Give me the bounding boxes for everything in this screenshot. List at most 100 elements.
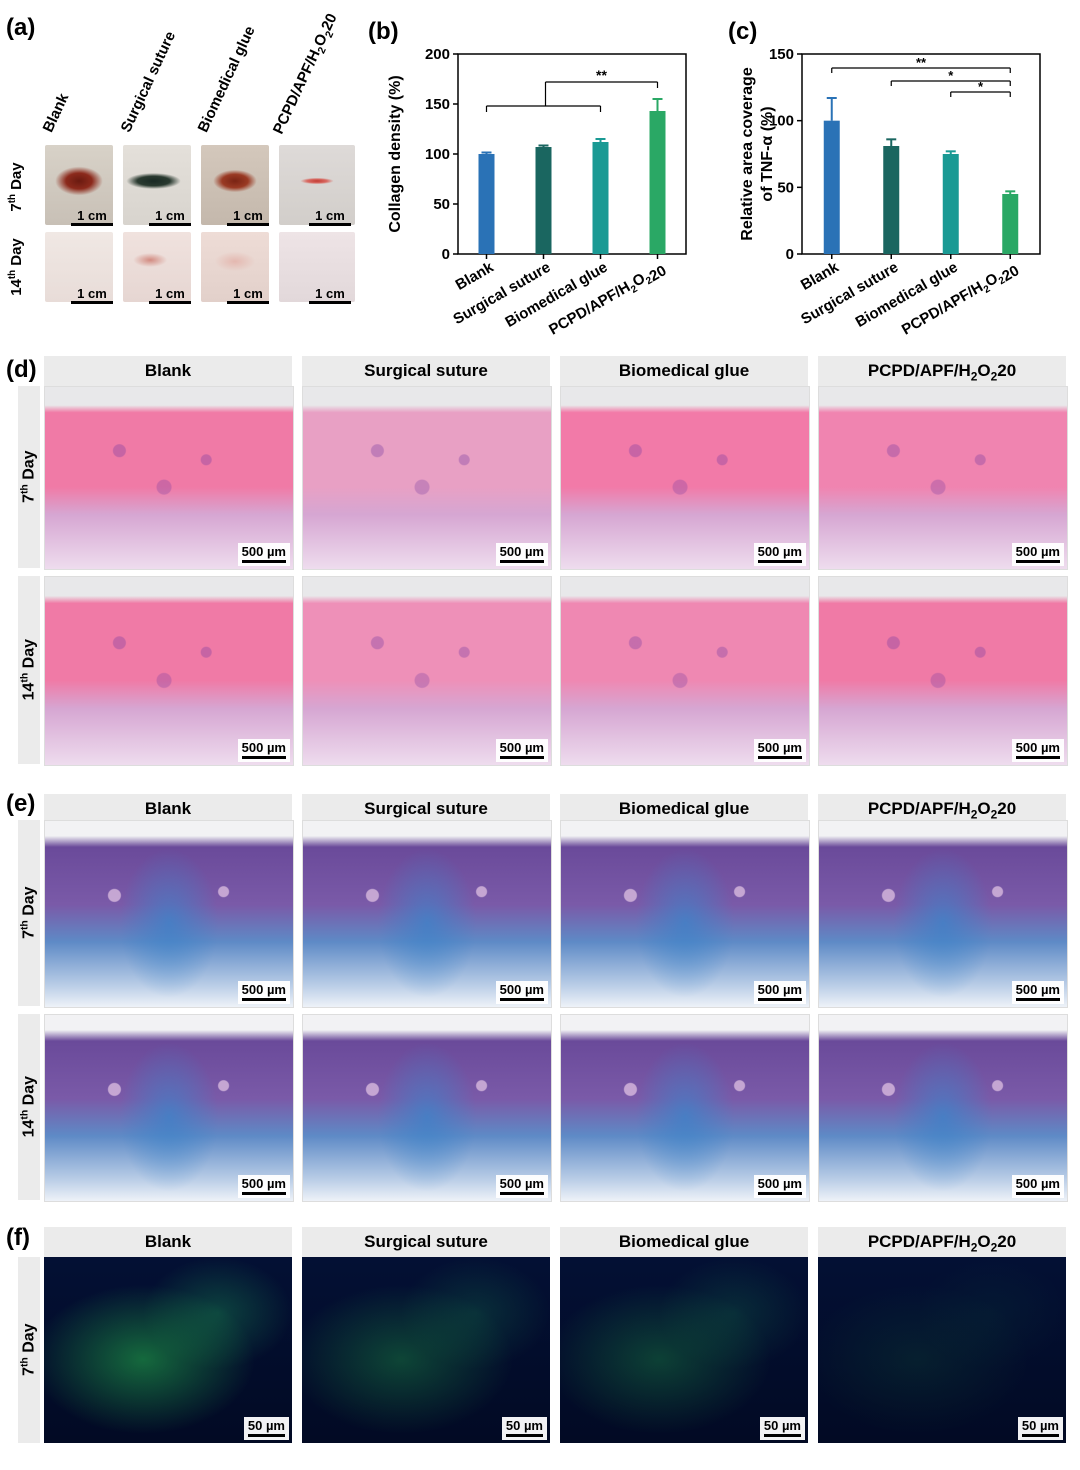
- bar: [478, 154, 495, 254]
- significance-label: *: [948, 68, 954, 83]
- scale-text: 1 cm: [315, 208, 345, 223]
- histology-image: 500 µm: [44, 576, 294, 766]
- group-header: PCPD/APF/H2O220: [818, 794, 1066, 824]
- scale-bar: 50 µm: [243, 1417, 289, 1440]
- scale-text: 500 µm: [757, 982, 802, 997]
- scale-text: 1 cm: [233, 286, 263, 301]
- scale-bar: 500 µm: [1011, 739, 1064, 762]
- scale-bar: 1 cm: [308, 286, 352, 304]
- histology-image: 500 µm: [44, 1014, 294, 1202]
- wound-photo: [279, 232, 355, 302]
- bar: [649, 111, 666, 254]
- group-header: Blank: [44, 356, 292, 386]
- scale-bar: 500 µm: [237, 1175, 290, 1198]
- scale-text: 500 µm: [1015, 1176, 1060, 1191]
- fluorescence-image: 50 µm: [560, 1257, 808, 1443]
- fluorescence-image: 50 µm: [302, 1257, 550, 1443]
- day-label: 14th Day: [19, 638, 38, 701]
- day-sidebar: [18, 1257, 40, 1443]
- scale-text: 1 cm: [315, 286, 345, 301]
- y-axis-label: Relative area coverage of TNF-α (%): [739, 67, 776, 241]
- bar: [823, 120, 840, 255]
- group-header: Surgical suture: [302, 1227, 550, 1257]
- scale-text: 1 cm: [155, 286, 185, 301]
- y-axis-label: Collagen density (%): [387, 75, 404, 232]
- group-header: Biomedical glue: [560, 794, 808, 824]
- chart-c: 0 50 100 150 Relative area coverage of TNF-α …: [739, 46, 1041, 340]
- significance-label: *: [978, 79, 984, 94]
- scale-text: 500 µm: [241, 544, 286, 559]
- scale-bar: 500 µm: [753, 739, 806, 762]
- scale-bar: 500 µm: [495, 981, 548, 1004]
- day-sidebar: [18, 820, 40, 1006]
- significance-label: **: [596, 67, 607, 83]
- bar: [1002, 194, 1019, 254]
- bar: [592, 142, 609, 254]
- histology-image: 500 µm: [302, 576, 552, 766]
- panel-a-group-label: Biomedical glue: [194, 23, 259, 136]
- significance-label: **: [916, 55, 927, 70]
- scale-bar: 500 µm: [237, 981, 290, 1004]
- histology-image: 500 µm: [818, 386, 1068, 570]
- group-header: Biomedical glue: [560, 356, 808, 386]
- day-label: 7th Day: [19, 886, 38, 939]
- x-tick-label: Surgical suture: [450, 259, 553, 328]
- scale-text: 500 µm: [499, 740, 544, 755]
- day-sidebar: [18, 1014, 40, 1200]
- scale-bar: 500 µm: [1011, 981, 1064, 1004]
- scale-text: 50 µm: [763, 1418, 801, 1433]
- histology-image: 500 µm: [302, 386, 552, 570]
- scale-text: 500 µm: [241, 740, 286, 755]
- scale-bar: 1 cm: [308, 208, 352, 226]
- wound-photo: [201, 145, 269, 225]
- y-tick-label: 200: [425, 46, 450, 63]
- scale-bar: 50 µm: [501, 1417, 547, 1440]
- panel-a-group-label: PCPD/APF/H2O220: [269, 10, 341, 137]
- scale-text: 50 µm: [1021, 1418, 1059, 1433]
- scale-bar: 500 µm: [753, 981, 806, 1004]
- day-label: 7th Day: [19, 450, 38, 503]
- scale-bar: 1 cm: [148, 208, 192, 226]
- y-tick-label: 0: [786, 246, 794, 263]
- scale-text: 1 cm: [233, 208, 263, 223]
- group-header: Surgical suture: [302, 794, 550, 824]
- wound-photo: [123, 232, 191, 302]
- scale-bar: 500 µm: [1011, 1175, 1064, 1198]
- x-tick-label: Blank: [798, 258, 842, 293]
- scale-bar: 500 µm: [495, 1175, 548, 1198]
- day-sidebar: [18, 576, 40, 764]
- day-label-14th: 14th Day: [7, 238, 25, 296]
- wound-photo: [123, 145, 191, 225]
- panel-a-group-label: Surgical suture: [117, 28, 180, 135]
- panel-label-b: (b): [368, 18, 399, 45]
- group-header: PCPD/APF/H2O220: [818, 1227, 1066, 1257]
- panel-label-c: (c): [728, 18, 758, 45]
- wound-photo: [45, 232, 113, 302]
- scale-text: 50 µm: [505, 1418, 543, 1433]
- panel-label-e: (e): [6, 790, 36, 817]
- scale-text: 500 µm: [757, 740, 802, 755]
- group-header: Biomedical glue: [560, 1227, 808, 1257]
- x-tick-label: PCPD/APF/H2O220: [899, 259, 1022, 340]
- scale-bar: 1 cm: [70, 208, 114, 226]
- y-tick-label: 0: [442, 246, 450, 263]
- scale-bar: 500 µm: [237, 543, 290, 566]
- scale-bar: 1 cm: [226, 286, 270, 304]
- scale-bar: 500 µm: [753, 543, 806, 566]
- scale-bar: 500 µm: [495, 739, 548, 762]
- scale-text: 500 µm: [241, 982, 286, 997]
- wound-photo: [45, 145, 113, 225]
- scale-text: 500 µm: [499, 1176, 544, 1191]
- histology-image: 500 µm: [560, 386, 810, 570]
- scale-text: 500 µm: [499, 544, 544, 559]
- scale-text: 500 µm: [241, 1176, 286, 1191]
- histology-image: 500 µm: [818, 1014, 1068, 1202]
- scale-text: 500 µm: [1015, 982, 1060, 997]
- group-header: Blank: [44, 1227, 292, 1257]
- bar: [535, 147, 552, 254]
- histology-image: 500 µm: [560, 820, 810, 1008]
- x-tick-label: Blank: [453, 258, 497, 293]
- scale-text: 500 µm: [499, 982, 544, 997]
- scale-bar: 50 µm: [759, 1417, 805, 1440]
- scale-bar: 50 µm: [1017, 1417, 1063, 1440]
